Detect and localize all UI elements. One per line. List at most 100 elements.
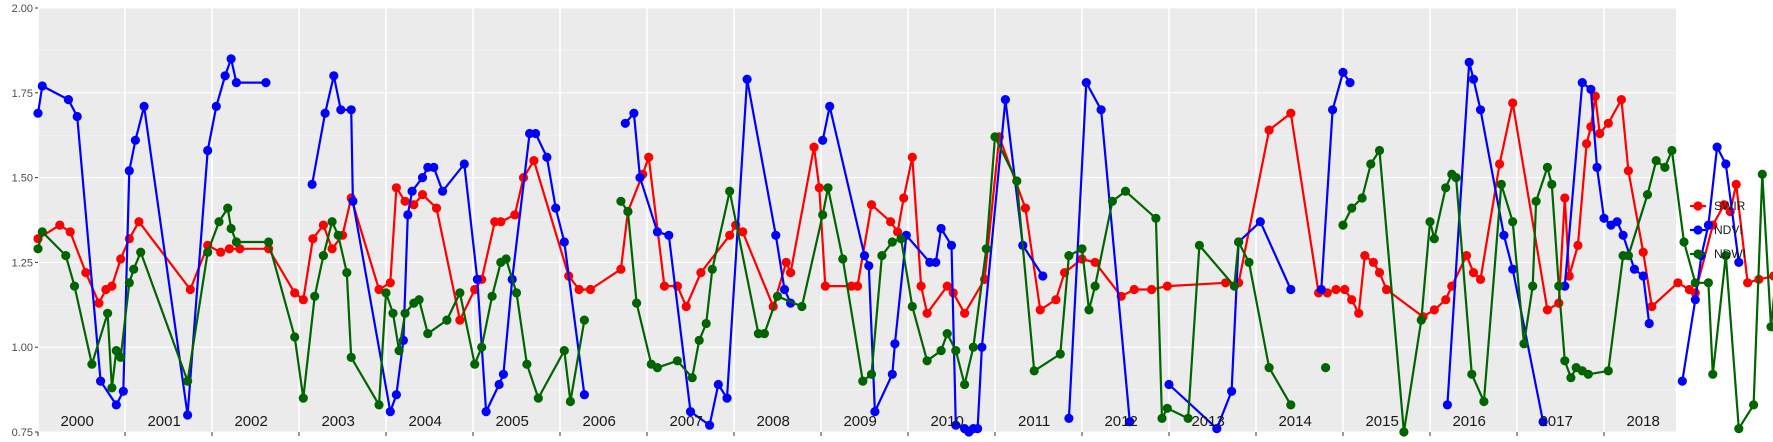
- data-point-ndwi: [1519, 339, 1529, 349]
- data-point-swir: [431, 203, 442, 213]
- data-point-ndvi: [1638, 271, 1648, 281]
- data-point-swir: [1673, 278, 1683, 288]
- data-point-ndwi: [346, 352, 356, 362]
- data-point-swir: [738, 227, 748, 237]
- year-label: 2009: [843, 413, 876, 430]
- data-point-swir: [585, 284, 596, 295]
- legend: SWIR NDVI NDWI: [1690, 199, 1746, 261]
- data-point-ndwi: [61, 251, 71, 261]
- data-point-ndvi: [1612, 217, 1622, 227]
- data-point-ndvi: [542, 152, 552, 162]
- data-point-swir: [318, 220, 328, 230]
- data-point-ndvi: [407, 186, 417, 196]
- data-point-ndwi: [116, 352, 126, 362]
- data-point-ndwi: [1467, 369, 1477, 379]
- data-point-swir: [94, 298, 104, 308]
- year-label: 2000: [60, 413, 93, 430]
- data-point-ndvi: [1499, 230, 1509, 240]
- data-point-ndwi: [838, 254, 848, 264]
- data-point-ndvi: [722, 393, 732, 403]
- data-point-swir: [1368, 257, 1378, 267]
- data-point-swir: [1129, 284, 1139, 295]
- data-point-ndvi: [118, 386, 128, 396]
- data-point-ndvi: [1064, 413, 1074, 423]
- data-point-ndvi: [417, 173, 428, 183]
- data-point-swir: [1508, 98, 1518, 108]
- data-point-swir: [1286, 108, 1296, 118]
- data-point-ndwi: [318, 251, 328, 261]
- data-point-ndwi: [559, 346, 569, 356]
- data-point-swir: [893, 227, 903, 237]
- data-point-ndvi: [1212, 424, 1222, 434]
- year-label: 2005: [495, 413, 528, 430]
- data-point-ndwi: [1429, 234, 1439, 244]
- data-point-swir: [1623, 166, 1633, 176]
- data-point-ndvi: [551, 203, 561, 213]
- data-point-ndvi: [111, 400, 121, 410]
- data-point-ndwi: [565, 396, 576, 407]
- data-point-swir: [216, 247, 226, 257]
- data-point-ndwi: [1441, 183, 1451, 193]
- data-point-ndwi: [501, 254, 511, 264]
- data-point-ndwi: [381, 288, 391, 298]
- year-label: 2016: [1452, 413, 1485, 430]
- data-point-ndwi: [1660, 162, 1670, 172]
- data-point-ndwi: [1151, 213, 1161, 223]
- data-point-ndwi: [394, 346, 404, 356]
- data-point-ndwi: [1366, 159, 1376, 169]
- data-point-ndwi: [1416, 315, 1426, 325]
- data-point-ndvi: [1096, 105, 1106, 115]
- data-point-ndvi: [1038, 271, 1048, 281]
- legend-label: NDVI: [1714, 223, 1743, 237]
- y-tick-label: 2.00: [12, 3, 33, 15]
- data-point-ndwi: [522, 359, 532, 369]
- data-point-ndwi: [1090, 281, 1100, 291]
- data-point-swir: [1616, 95, 1626, 105]
- data-point-ndvi: [459, 159, 469, 169]
- data-point-ndvi: [1227, 386, 1237, 396]
- data-point-ndwi: [333, 230, 343, 240]
- data-point-ndwi: [1234, 237, 1244, 247]
- data-point-ndwi: [1357, 193, 1367, 203]
- data-point-ndwi: [87, 359, 97, 369]
- year-label: 2003: [321, 413, 354, 430]
- data-point-ndwi: [1229, 281, 1239, 291]
- grid-major: [37, 7, 1676, 433]
- data-point-ndvi: [713, 379, 723, 390]
- data-point-ndwi: [887, 237, 897, 247]
- data-point-ndwi: [1531, 196, 1541, 206]
- data-point-ndwi: [623, 206, 633, 217]
- data-point-ndvi: [226, 54, 236, 64]
- data-point-ndvi: [139, 101, 149, 111]
- data-point-ndwi: [1757, 169, 1767, 179]
- data-point-ndwi: [818, 210, 828, 220]
- data-point-ndvi: [498, 369, 508, 379]
- data-point-ndwi: [1679, 237, 1689, 247]
- data-point-ndvi: [1345, 78, 1355, 88]
- data-point-ndvi: [429, 162, 439, 172]
- data-point-swir: [455, 315, 465, 325]
- data-point-swir: [1475, 274, 1486, 284]
- data-point-ndwi: [981, 244, 991, 254]
- data-point-ndwi: [858, 376, 868, 386]
- data-point-ndwi: [968, 342, 978, 352]
- data-point-ndvi: [494, 379, 504, 390]
- data-point-ndwi: [707, 264, 717, 274]
- data-point-ndwi: [1690, 278, 1700, 288]
- data-point-swir: [1595, 128, 1605, 139]
- data-point-swir: [1743, 278, 1753, 288]
- year-label: 2002: [234, 413, 267, 430]
- data-point-swir: [510, 210, 520, 220]
- data-point-ndwi: [1157, 413, 1167, 423]
- data-point-ndwi: [1703, 278, 1713, 288]
- data-point-ndwi: [1012, 176, 1022, 186]
- data-point-ndvi: [1468, 74, 1479, 84]
- data-point-ndwi: [1554, 281, 1564, 291]
- data-point-ndwi: [1244, 257, 1254, 267]
- data-point-ndwi: [1064, 251, 1074, 261]
- legend-label: SWIR: [1714, 199, 1746, 213]
- data-point-ndwi: [107, 383, 117, 393]
- data-point-ndwi: [203, 247, 213, 257]
- data-point-ndwi: [1399, 427, 1409, 437]
- data-point-ndwi: [936, 346, 946, 356]
